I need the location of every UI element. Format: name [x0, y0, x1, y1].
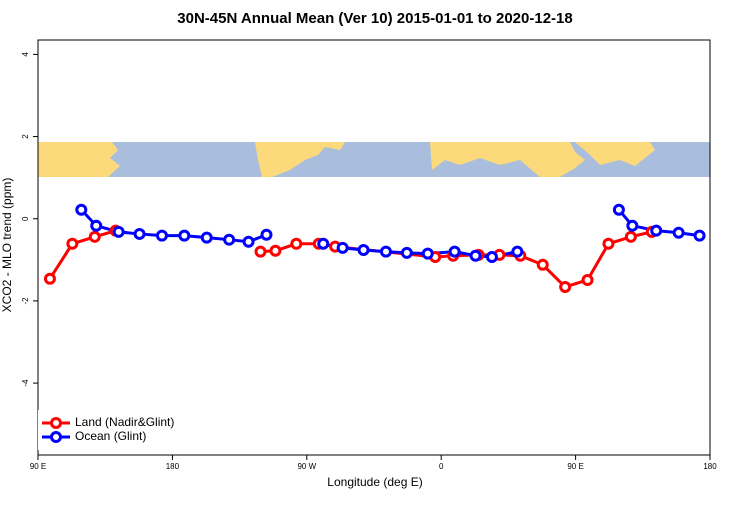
x-tick-label: 180 — [703, 462, 717, 471]
y-axis-label: XCO2 - MLO trend (ppm) — [0, 178, 14, 313]
y-tick-label: -2 — [21, 297, 30, 305]
point — [223, 233, 236, 246]
point — [178, 229, 191, 242]
point — [693, 229, 706, 242]
plot-frame — [37, 39, 711, 456]
y-tick-label: 0 — [21, 216, 30, 221]
point — [624, 230, 637, 243]
point — [88, 230, 101, 243]
point — [448, 245, 461, 258]
x-tick-label: 90 E — [30, 462, 46, 471]
x-tick-label: 180 — [166, 462, 180, 471]
point — [602, 237, 615, 250]
point — [511, 245, 524, 258]
point — [559, 280, 572, 293]
point — [400, 246, 413, 259]
point — [626, 219, 639, 232]
map-strip — [38, 142, 710, 177]
point — [112, 225, 125, 238]
point — [357, 243, 370, 256]
point — [66, 237, 79, 250]
legend-marker — [50, 417, 62, 429]
y-tick-label: 2 — [21, 134, 30, 139]
point — [536, 258, 549, 271]
point — [75, 203, 88, 216]
legend-label: Land (Nadir&Glint) — [75, 415, 174, 429]
point — [485, 250, 498, 263]
legend-box — [38, 410, 188, 450]
point — [269, 244, 282, 257]
point — [581, 273, 594, 286]
point — [650, 224, 663, 237]
point — [260, 228, 273, 241]
point — [242, 235, 255, 248]
x-tick-label: 90 W — [297, 462, 316, 471]
plot — [43, 203, 706, 293]
point — [90, 219, 103, 232]
legend-marker — [50, 431, 62, 443]
x-axis-label: Longitude (deg E) — [327, 475, 422, 489]
chart-title: 30N-45N Annual Mean (Ver 10) 2015-01-01 … — [177, 10, 572, 27]
point — [254, 245, 267, 258]
point — [672, 226, 685, 239]
point — [336, 241, 349, 254]
point — [421, 247, 434, 260]
y-tick-label: -4 — [21, 379, 30, 387]
point — [379, 245, 392, 258]
point — [317, 237, 330, 250]
point — [612, 203, 625, 216]
point — [133, 227, 146, 240]
legend-label: Ocean (Glint) — [75, 429, 146, 443]
point — [290, 237, 303, 250]
x-tick-label: 0 — [439, 462, 444, 471]
point — [469, 249, 482, 262]
x-tick-label: 90 E — [567, 462, 583, 471]
point — [155, 229, 168, 242]
point — [200, 231, 213, 244]
y-tick-label: 4 — [21, 52, 30, 57]
point — [43, 272, 56, 285]
